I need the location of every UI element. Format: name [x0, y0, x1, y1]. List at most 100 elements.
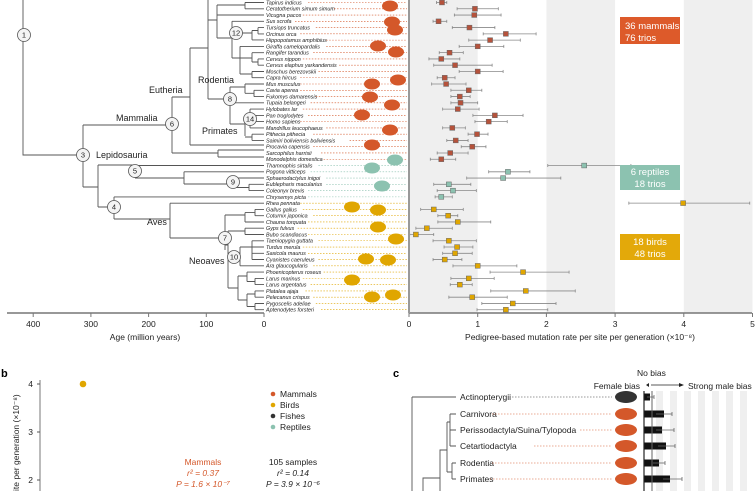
- stats-all: 105 samples r² = 0.14 P = 3.9 × 10⁻⁶: [266, 457, 320, 489]
- box-median: [452, 250, 458, 256]
- order-tree: [411, 396, 456, 491]
- species-label: Pygoscelis adeliae: [266, 301, 311, 307]
- species-label: Larus argentatus: [266, 283, 307, 289]
- mammals-silhouette-icon: [370, 40, 386, 52]
- mammals-silhouette-icon: [364, 78, 380, 90]
- node-number: 8: [228, 95, 232, 104]
- species-label: Pelecanus crispus: [266, 295, 310, 301]
- background-stripe: [740, 391, 747, 491]
- stats-all-p: P = 3.9 × 10⁻⁶: [266, 479, 320, 489]
- box-median: [520, 269, 526, 275]
- box-median: [452, 137, 459, 144]
- badge-reptiles-trios: 18 trios: [634, 179, 665, 190]
- box-median: [452, 62, 458, 68]
- species-label: Capra hircus: [266, 76, 297, 82]
- badge-mammals-count: 36 mammals: [625, 21, 680, 32]
- clade-lepidosauria: Lepidosauria: [96, 150, 148, 160]
- node-circle: [223, 92, 237, 106]
- species-label: Chauna torquata: [266, 220, 306, 226]
- order-label: Rodentia: [460, 458, 494, 468]
- legend-marker: [270, 391, 276, 397]
- male-bias-label: Strong male bias: [688, 381, 752, 391]
- node-number: 4: [112, 203, 116, 212]
- species-label: Monodelphis domestica: [266, 157, 323, 163]
- box-median: [446, 238, 452, 244]
- species-label: Giraffa camelopardalis: [266, 44, 320, 50]
- node-number: 12: [232, 29, 240, 38]
- species-label: Cyanistes caeruleus: [266, 257, 315, 263]
- x-tick-label: 2: [544, 319, 549, 329]
- box-median: [424, 225, 430, 231]
- node-circle: [107, 200, 121, 214]
- box-median: [471, 12, 478, 18]
- background-stripe: [726, 391, 733, 491]
- background-stripe: [712, 391, 719, 491]
- box-median: [680, 200, 686, 206]
- box-median: [487, 37, 493, 43]
- clade-labels: Eutheria Mammalia Lepidosauria Rodentia …: [96, 75, 238, 266]
- age-tick-label: 200: [142, 319, 156, 329]
- box-median: [485, 118, 492, 125]
- box-median: [505, 169, 511, 175]
- stats-all-title: 105 samples: [269, 457, 317, 467]
- mammals-silhouette-icon: [382, 124, 398, 136]
- plot-bands: [409, 0, 753, 313]
- node-markers: 1 3 4 5 6 7 8 9 10 12 14: [17, 26, 257, 264]
- box-median: [438, 194, 445, 200]
- species-label: Hippopotamus amphibius: [266, 38, 327, 44]
- order-label: Cetartiodactyla: [460, 441, 517, 451]
- mammals-silhouette-icon: [362, 91, 378, 103]
- box-median: [454, 244, 460, 250]
- birds-silhouette-icon: [388, 233, 404, 245]
- box-median: [446, 50, 453, 56]
- legend-marker: [270, 402, 276, 408]
- clade-mammalia: Mammalia: [116, 113, 158, 123]
- box-median: [457, 100, 464, 106]
- order-label: Perissodactyla/Suina/Tylopoda: [460, 425, 577, 435]
- mammal-silhouette-icon: [615, 473, 637, 485]
- bias-bar: [644, 410, 664, 418]
- box-median: [474, 263, 481, 269]
- species-label: Platalea ajaja: [266, 289, 298, 295]
- mammals-silhouette-icon: [364, 139, 380, 151]
- reptiles-silhouette-icon: [374, 180, 390, 192]
- species-label: Chrysemys picta: [266, 195, 306, 201]
- node-circle: [243, 112, 257, 126]
- bias-bar: [644, 426, 662, 434]
- order-label: Primates: [460, 474, 494, 484]
- reptiles-silhouette-icon: [364, 162, 380, 174]
- age-axis: Age (million years) 400 300 200 100 0: [7, 312, 267, 342]
- species-label: Ceratotherium simum simum: [266, 7, 335, 13]
- species-label: Homo sapiens: [266, 120, 301, 126]
- species-label: Tursiops truncatus: [266, 25, 310, 31]
- background-stripe: [656, 391, 663, 491]
- species-label: Rhea pennata: [266, 201, 300, 207]
- bias-arrows: [646, 383, 684, 387]
- panel-label-c: c: [393, 368, 399, 380]
- mammal-silhouette-icon: [615, 424, 637, 436]
- species-label: Thamnophis sirtalis: [266, 163, 313, 169]
- scatter-point-bird: [79, 380, 87, 388]
- birds-silhouette-icon: [358, 253, 374, 265]
- box-median: [466, 275, 472, 282]
- x-tick-label: 4: [681, 319, 686, 329]
- rate-axis: Pedigree-based mutation rate per site pe…: [407, 0, 755, 342]
- mammal-silhouette-icon: [615, 457, 637, 469]
- box-median: [445, 213, 451, 219]
- box-median: [438, 56, 445, 62]
- node-number: 14: [246, 115, 254, 124]
- box-median: [443, 81, 449, 87]
- no-bias-label: No bias: [637, 368, 666, 378]
- species-label: Bubo scandiacus: [266, 232, 307, 238]
- species-label: Tupaia belangeri: [266, 101, 307, 107]
- species-label: Hylobates lar: [266, 107, 298, 113]
- x-tick-label: 1: [475, 319, 480, 329]
- animal-silhouettes: [344, 0, 406, 303]
- x-tick-label: 0: [407, 319, 412, 329]
- clade-aves: Aves: [147, 217, 167, 227]
- badge-birds: 18 birds 48 trios: [620, 234, 680, 260]
- order-label: Carnivora: [460, 409, 497, 419]
- species-label: Mandrillus leucophaeus: [266, 126, 323, 132]
- species-label: Pan troglodytes: [266, 113, 304, 119]
